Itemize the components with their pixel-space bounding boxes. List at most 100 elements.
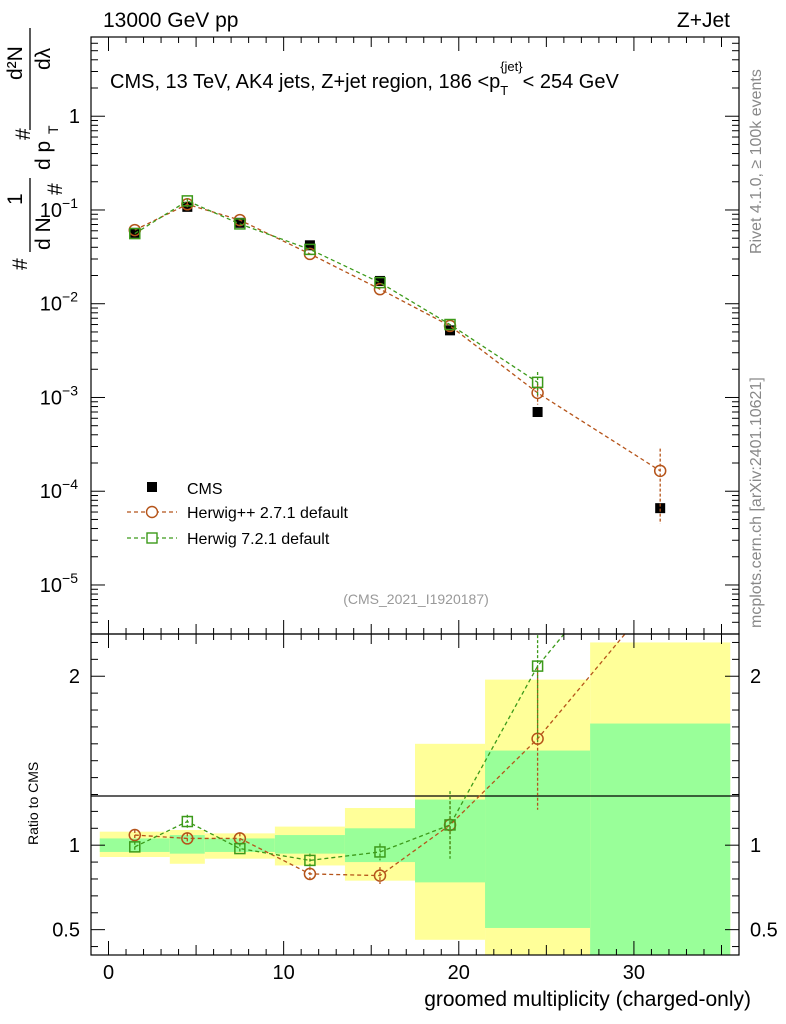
series-1: [128, 198, 667, 524]
mcplots-label: mcplots.cern.ch [arXiv:2401.10621]: [748, 377, 765, 628]
data-point: [373, 282, 387, 296]
legend: CMS Herwig++ 2.7.1 default Herwig 7.2.1 …: [127, 481, 349, 548]
y-tick-label: 10−1: [40, 195, 78, 222]
y-label-lead-den: d N: [32, 217, 55, 250]
y-tick-exponent: −1: [62, 195, 78, 211]
ratio-series-1: [129, 634, 565, 868]
y-label-den-p: d p: [32, 141, 55, 170]
plot-title-main: CMS, 13 TeV, AK4 jets, Z+jet region, 186…: [110, 71, 500, 93]
y-tick-exponent: −3: [62, 382, 78, 398]
y-tick-exponent: −2: [62, 289, 78, 305]
x-tick-label: 30: [623, 962, 645, 984]
series-0: [129, 201, 666, 514]
ratio-point: [128, 828, 142, 842]
series-line: [134, 203, 661, 472]
y-label-hash-1: #: [9, 258, 32, 270]
ratio-y-tick-label-right: 0.5: [750, 920, 778, 942]
ratio-y-tick-label-right: 2: [750, 666, 761, 688]
data-point: [374, 276, 386, 289]
ratio-point: [374, 846, 386, 858]
data-point: [234, 218, 246, 230]
legend-entry-herwigpp: Herwig++ 2.7.1 default: [127, 505, 349, 522]
plot-title-sup: {jet}: [500, 59, 523, 74]
ratio-point: [234, 842, 246, 855]
legend-entry-cms: CMS: [147, 481, 223, 498]
data-point: [655, 503, 666, 514]
y-tick-mantissa: 10: [40, 200, 62, 222]
y-tick-mantissa: 10: [40, 481, 62, 503]
data-point: [374, 275, 385, 286]
data-point: [234, 217, 245, 228]
ratio-point: [181, 815, 194, 828]
rivet-label: Rivet 4.1.0, ≥ 100k events: [748, 69, 765, 254]
y-tick-exponent: −5: [62, 570, 78, 586]
y-label-frac-num: d²N: [4, 46, 27, 80]
legend-label-herwigpp: Herwig++ 2.7.1 default: [187, 505, 349, 522]
ratio-plot: 0.5 0.51 12 20 10 20 30 Ratio to CMS groomed m…: [25, 633, 778, 1011]
ratio-point: [531, 660, 544, 672]
y-tick-label: 10−2: [40, 289, 78, 316]
y-tick-label: 1: [69, 106, 80, 128]
y-tick-label: 10−3: [40, 382, 78, 409]
series-line: [134, 200, 538, 383]
ratio-point: [129, 841, 141, 853]
data-point: [532, 407, 543, 418]
data-point: [304, 243, 316, 256]
y-tick-label: 10−4: [40, 476, 78, 503]
legend-marker-cms: [147, 482, 157, 492]
y-axis-label: # 1 d N # d p T # d²N dλ d p T: [4, 28, 67, 270]
y-tick-mantissa: 10: [40, 387, 62, 409]
y-tick-label: 10−5: [40, 570, 78, 597]
plot-title-tail: < 254 GeV: [523, 71, 620, 93]
y-label-frac-den2: dλ: [32, 47, 55, 70]
main-plot: 110−110−210−310−410−5 CMS, 13 TeV, AK4 j…: [4, 28, 740, 635]
y-tick-mantissa: 10: [40, 575, 62, 597]
y-label-hash-3: #: [12, 128, 35, 140]
y-tick-mantissa: 1: [69, 106, 80, 128]
uncertainty-band-stat: [590, 723, 731, 955]
uncertainty-band-stat: [99, 838, 170, 852]
y-label-lead-num: 1: [4, 193, 27, 205]
legend-entry-herwig7: Herwig 7.2.1 default: [127, 531, 330, 548]
y-label-den-sub: T: [45, 125, 61, 134]
data-point: [129, 227, 141, 240]
ratio-point: [181, 832, 194, 845]
x-tick-label: 10: [273, 962, 295, 984]
data-point: [445, 325, 456, 336]
ratio-series-line: [134, 634, 626, 877]
plot-title-sub: T: [500, 83, 508, 98]
plot-title: CMS, 13 TeV, AK4 jets, Z+jet region, 186…: [110, 59, 619, 98]
uncertainty-band-stat: [274, 835, 345, 854]
uncertainty-band-stat: [485, 750, 591, 928]
ratio-y-label: Ratio to CMS: [25, 762, 41, 845]
legend-label-herwig7: Herwig 7.2.1 default: [187, 531, 330, 548]
ratio-point: [531, 732, 544, 745]
y-label-hash-2: #: [44, 183, 67, 195]
y-tick-exponent: −4: [62, 476, 78, 492]
ratio-series-line: [134, 634, 565, 862]
header-right: Z+Jet: [677, 9, 730, 32]
legend-marker-herwigpp: [145, 505, 159, 519]
ratio-point: [304, 854, 316, 867]
data-point: [181, 195, 194, 207]
header-left: 13000 GeV pp: [103, 9, 238, 32]
ratio-point: [444, 819, 456, 831]
ratio-point: [303, 867, 317, 881]
analysis-watermark: (CMS_2021_I1920187): [343, 591, 489, 607]
data-point: [531, 376, 544, 389]
ratio-y-tick-label: 0.5: [52, 920, 80, 942]
legend-marker-herwig7: [146, 532, 158, 544]
ratio-y-tick-label-right: 1: [750, 835, 761, 857]
data-point: [444, 318, 456, 331]
ratio-point: [373, 869, 387, 882]
x-tick-label: 0: [103, 962, 114, 984]
series-2: [129, 195, 544, 397]
ratio-y-tick-label: 1: [69, 835, 80, 857]
data-point: [653, 464, 667, 478]
y-tick-mantissa: 10: [40, 294, 62, 316]
x-axis-label: groomed multiplicity (charged-only): [424, 988, 751, 1011]
legend-label-cms: CMS: [187, 481, 223, 498]
data-point: [304, 240, 315, 251]
ratio-y-tick-label: 2: [69, 666, 80, 688]
